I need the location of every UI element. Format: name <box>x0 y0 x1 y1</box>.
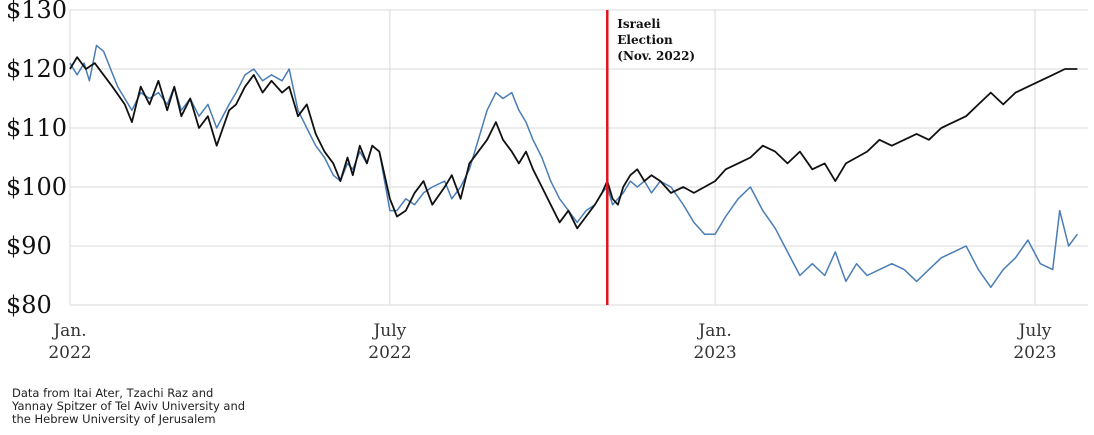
source-note-line: the Hebrew University of Jerusalem <box>12 412 216 426</box>
grid-lines <box>69 9 1088 306</box>
y-tick-label: $130 <box>6 0 67 24</box>
y-tick-label: $80 <box>6 291 52 319</box>
y-axis-ticks: $130 $120 $110 $100 $90 $80 <box>6 0 67 319</box>
source-note-line: Data from Itai Ater, Tzachi Raz and <box>12 386 214 400</box>
series-line <box>69 44 1079 289</box>
y-tick-label: $110 <box>6 114 67 142</box>
election-marker-label: Election <box>617 33 673 47</box>
y-tick-label: $100 <box>6 173 67 201</box>
election-marker-label: Israeli <box>617 17 661 31</box>
election-marker: Israeli Election (Nov. 2022) <box>606 10 695 305</box>
election-marker-label: (Nov. 2022) <box>617 49 695 63</box>
x-tick-label: Jan. <box>696 321 731 341</box>
x-tick-label: 2022 <box>48 343 91 363</box>
series-line <box>69 56 1078 230</box>
x-tick-label: 2023 <box>1013 343 1056 363</box>
series-lines <box>69 44 1079 289</box>
x-tick-label: Jan. <box>51 321 86 341</box>
x-tick-label: 2022 <box>368 343 411 363</box>
x-tick-label: July <box>371 321 406 341</box>
y-tick-label: $120 <box>6 55 67 83</box>
x-tick-label: 2023 <box>693 343 736 363</box>
source-note: Data from Itai Ater, Tzachi Raz and Yann… <box>12 387 312 426</box>
x-tick-label: July <box>1017 321 1052 341</box>
source-note-line: Yannay Spitzer of Tel Aviv University an… <box>12 399 246 413</box>
y-tick-label: $90 <box>6 232 52 260</box>
